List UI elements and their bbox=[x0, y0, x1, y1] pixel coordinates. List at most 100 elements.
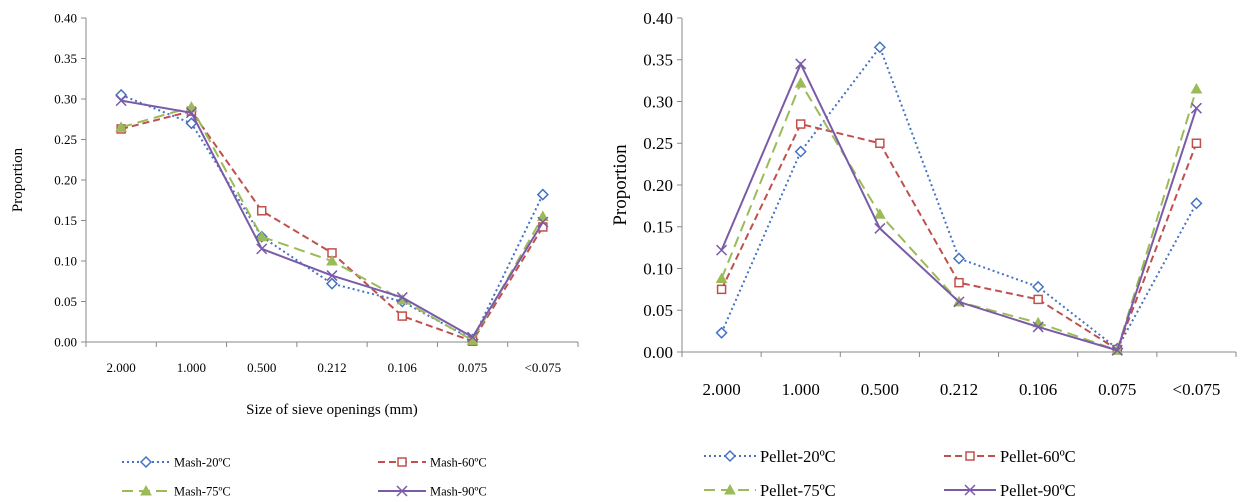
chart1-x-tick-label: 0.212 bbox=[940, 380, 978, 399]
chart1-series-0-point bbox=[715, 326, 728, 339]
chart0-legend-label: Mash-20ºC bbox=[174, 455, 231, 469]
chart0-series-3-line bbox=[120, 99, 544, 339]
chart0-series-2-point bbox=[326, 254, 338, 266]
pellet-chart: 0.00 0.05 0.10 0.15 0.20 0.25 0.30 0.35 0.40 2.00… bbox=[610, 9, 1237, 500]
chart1-series-2-line bbox=[720, 80, 1198, 352]
chart1-x-tick-label: 0.075 bbox=[1098, 380, 1136, 399]
chart0-y-tick-label: 0.40 bbox=[54, 11, 77, 26]
chart1-y-tick-label: 0.40 bbox=[643, 9, 673, 28]
chart1-series-0-point bbox=[794, 145, 807, 158]
chart1-series-2-point bbox=[794, 77, 807, 88]
chart1-legend-marker bbox=[964, 484, 976, 496]
chart1-series-3 bbox=[716, 58, 1202, 356]
chart0-series-3-point bbox=[396, 291, 408, 303]
chart1-series-3-point bbox=[953, 296, 965, 308]
chart0-series-3-point bbox=[115, 95, 127, 107]
chart0-series-3-point bbox=[537, 216, 549, 228]
chart0-series-0-point bbox=[115, 88, 128, 102]
chart0-legend-item: Mash-60ºC bbox=[378, 455, 487, 469]
chart1-legend-item: Pellet-90ºC bbox=[944, 481, 1076, 500]
chart1-series-0-point bbox=[1032, 280, 1045, 293]
chart1-series-1-point bbox=[875, 138, 885, 148]
chart1-series-3-point bbox=[1032, 321, 1044, 333]
chart0-series-3-point bbox=[326, 270, 338, 282]
chart0-series-0-point bbox=[185, 117, 198, 130]
chart1-legend-marker bbox=[965, 451, 975, 461]
chart1-legend-label: Pellet-90ºC bbox=[1000, 481, 1076, 500]
chart0-legend-marker bbox=[140, 484, 152, 496]
chart0-y-axis-label: Proportion bbox=[10, 147, 26, 212]
chart0-y-tick-label: 0.00 bbox=[54, 335, 77, 350]
chart0-legend-label: Mash-60ºC bbox=[430, 455, 487, 469]
chart1-series-3-point bbox=[795, 58, 807, 70]
chart1-legend-label: Pellet-20ºC bbox=[760, 447, 836, 466]
chart0-series-2-line bbox=[120, 105, 544, 342]
chart1-series-0-point bbox=[952, 252, 966, 265]
chart0-series-1 bbox=[116, 106, 548, 346]
chart0-legend-marker bbox=[397, 457, 407, 467]
chart0-series-2-point bbox=[185, 101, 198, 112]
chart0-y-tick-label: 0.05 bbox=[54, 294, 77, 309]
chart1-x-tick-label: 1.000 bbox=[782, 380, 820, 399]
chart0-series-0-point bbox=[325, 277, 339, 290]
chart0-y-tick-label: 0.30 bbox=[54, 92, 77, 107]
chart0-x-tick-label: 0.212 bbox=[317, 360, 346, 375]
chart1-series-1-point bbox=[1191, 138, 1202, 148]
chart0-x-axis-label: Size of sieve openings (mm) bbox=[246, 402, 418, 418]
chart0-legend: Mash-20ºC Mash-60ºC Mash-75ºC Mash-90ºC bbox=[122, 455, 487, 498]
chart0-series-3-point bbox=[256, 243, 268, 255]
chart0-x-tick-label: 0.500 bbox=[247, 360, 276, 375]
chart1-series-0-point bbox=[873, 41, 886, 54]
chart0-legend-item: Mash-90ºC bbox=[378, 484, 487, 498]
chart1-y-tick-label: 0.00 bbox=[643, 343, 673, 362]
chart0-series-0-point bbox=[536, 188, 549, 201]
chart0-y-tick-label: 0.35 bbox=[54, 51, 77, 66]
chart1-legend-marker bbox=[723, 449, 737, 463]
chart1-y-tick-label: 0.15 bbox=[643, 218, 673, 237]
chart1-y-tick-label: 0.10 bbox=[643, 259, 673, 278]
chart1-series-2-point bbox=[1190, 82, 1203, 94]
chart0-series-3 bbox=[115, 95, 549, 343]
chart0-x-tick-label: 0.075 bbox=[458, 360, 487, 375]
chart1-series-1-point bbox=[795, 119, 806, 129]
chart0-y-tick-label: 0.20 bbox=[54, 173, 77, 188]
chart0-series-2-point bbox=[115, 121, 127, 132]
chart1-series-2-point bbox=[874, 208, 886, 219]
chart1-legend: Pellet-20ºC Pellet-60ºC Pellet-75ºC Pellet-… bbox=[704, 447, 1076, 500]
chart0-series-2-point bbox=[537, 210, 549, 221]
chart1-series-3-point bbox=[1111, 344, 1123, 356]
chart1-y-tick-label: 0.05 bbox=[643, 301, 673, 320]
chart0-series-1-point bbox=[397, 311, 408, 321]
chart0-x-tick-label: 1.000 bbox=[177, 360, 206, 375]
chart1-series-1-line bbox=[720, 122, 1198, 351]
chart1-x-tick-label: 2.000 bbox=[702, 380, 740, 399]
chart1-series-1-point bbox=[716, 284, 727, 295]
chart1-legend-label: Pellet-60ºC bbox=[1000, 447, 1076, 466]
chart0-series-0-line bbox=[120, 94, 544, 341]
chart1-y-tick-label: 0.35 bbox=[643, 51, 673, 70]
chart0-x-tick-label: <0.075 bbox=[525, 360, 562, 375]
chart1-legend-item: Pellet-75ºC bbox=[704, 481, 836, 500]
chart1-legend-marker bbox=[724, 483, 736, 495]
chart0-series-1-point bbox=[256, 206, 267, 216]
chart1-series-1-point bbox=[954, 277, 964, 288]
chart0-x-tick-label: 2.000 bbox=[107, 360, 136, 375]
chart1-x-tick-label: <0.075 bbox=[1173, 380, 1221, 399]
chart0-series-2 bbox=[115, 101, 549, 345]
chart0-legend-marker bbox=[396, 485, 408, 497]
chart0-y-tick-label: 0.10 bbox=[54, 254, 77, 269]
chart1-series-0-point bbox=[1190, 197, 1203, 210]
chart0-legend-label: Mash-90ºC bbox=[430, 484, 487, 498]
chart1-legend-label: Pellet-75ºC bbox=[760, 481, 836, 500]
chart0-series-0 bbox=[115, 88, 549, 346]
chart1-x-tick-label: 0.106 bbox=[1019, 380, 1057, 399]
chart1-series-3-point bbox=[716, 244, 728, 256]
chart0-legend-label: Mash-75ºC bbox=[174, 484, 231, 498]
mash-chart: 0.00 0.05 0.10 0.15 0.20 0.25 0.30 0.35 0.40 2.00… bbox=[10, 11, 579, 498]
chart1-y-axis-label: Proportion bbox=[610, 144, 631, 226]
chart1-series-1-point bbox=[1033, 294, 1043, 305]
chart1-series-2-point bbox=[715, 272, 728, 284]
chart1-x-tick-label: 0.500 bbox=[861, 380, 899, 399]
chart0-legend-item: Mash-75ºC bbox=[122, 484, 231, 498]
chart1-y-tick-label: 0.25 bbox=[643, 134, 673, 153]
